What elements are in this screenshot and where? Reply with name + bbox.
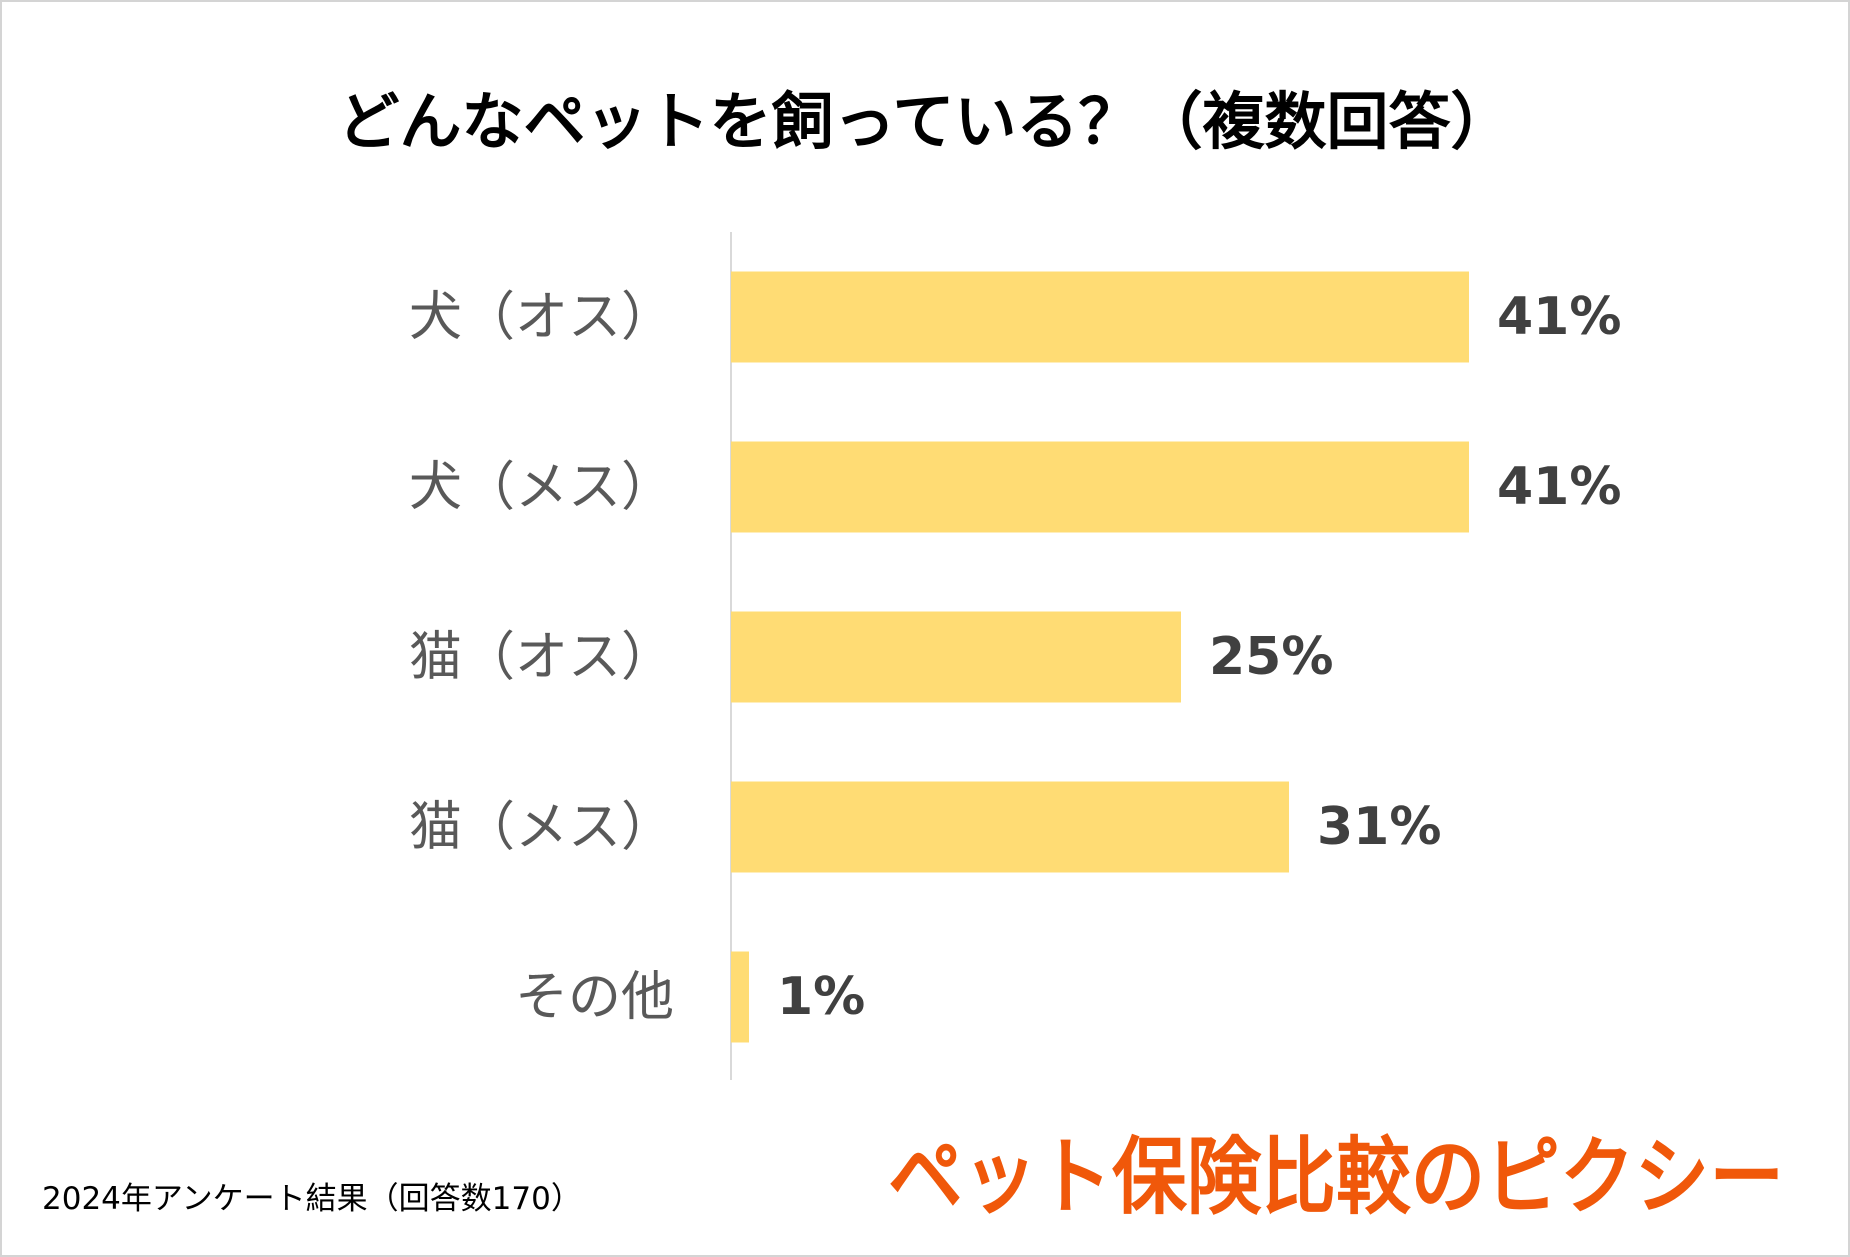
value-label-2: 25% bbox=[1209, 627, 1333, 687]
category-label-1: 犬（メス） bbox=[409, 457, 674, 518]
chart-title: どんなペットを飼っている？（複数回答） bbox=[338, 85, 1513, 158]
value-label-4: 1% bbox=[777, 967, 865, 1027]
bar-4 bbox=[731, 951, 749, 1043]
value-label-3: 31% bbox=[1317, 797, 1441, 857]
value-labels: 41% 41% 25% 31% 1% bbox=[777, 287, 1621, 1027]
bar-1 bbox=[731, 441, 1469, 533]
brand-logo: ペット保険比較のピクシー bbox=[888, 1128, 1784, 1226]
category-label-3: 猫（メス） bbox=[409, 797, 674, 858]
category-label-2: 猫（オス） bbox=[409, 627, 674, 688]
category-label-4: その他 bbox=[515, 967, 674, 1028]
bar-2 bbox=[731, 611, 1181, 703]
category-labels: 犬（オス） 犬（メス） 猫（オス） 猫（メス） その他 bbox=[409, 287, 674, 1028]
value-label-1: 41% bbox=[1497, 457, 1621, 517]
bar-3 bbox=[731, 781, 1289, 873]
survey-footnote: 2024年アンケート結果（回答数170） bbox=[42, 1181, 582, 1217]
bar-0 bbox=[731, 271, 1469, 363]
category-label-0: 犬（オス） bbox=[409, 287, 674, 348]
bars-group bbox=[731, 271, 1469, 1043]
value-label-0: 41% bbox=[1497, 287, 1621, 347]
